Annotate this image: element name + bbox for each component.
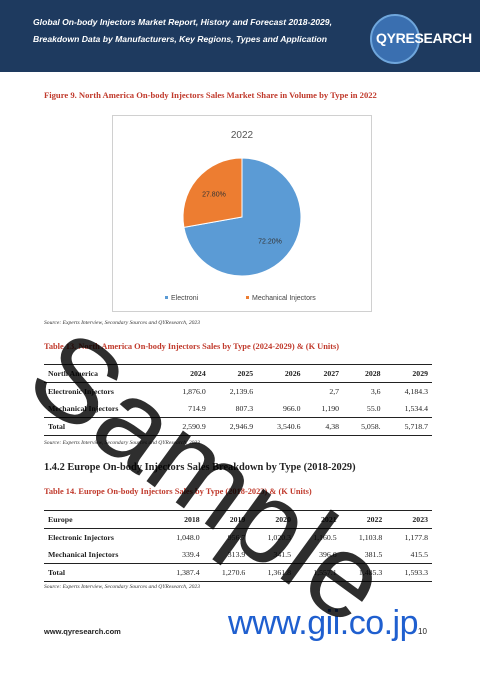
table-cell: 313.9 [227, 550, 246, 559]
table-cell: Total [48, 568, 66, 577]
table-cell: 956.7 [227, 533, 246, 542]
table-row: Electronic Injectors 1,876.0 2,139.6 2,7… [44, 383, 432, 401]
legend-label: Mechanical Injectors [252, 295, 316, 302]
table-header-cell: 2024 [190, 369, 206, 378]
table-cell: Mechanical Injectors [48, 550, 119, 559]
table-header-cell: 2018 [184, 515, 200, 524]
pie-chart: 2022 72.20% 27.80% Electroni Mechanical In… [112, 115, 372, 312]
table-cell: 1,387.4 [176, 568, 200, 577]
table-row: Mechanical Injectors 714.9 807.3 966.0 1… [44, 400, 432, 418]
logo-text: QYRESEARCH [376, 30, 472, 46]
table-cell: 396.6 [319, 550, 337, 559]
qyresearch-logo: QYRESEARCH [368, 12, 472, 66]
table14-caption: Table 14. Europe On-body Injectors Sales… [44, 487, 312, 496]
table-cell: Electronic Injectors [48, 387, 114, 396]
pie-data-label: 27.80% [202, 192, 226, 199]
table-cell: 1,557.1 [313, 568, 337, 577]
table-cell: 1,876.0 [182, 387, 206, 396]
chart-title: 2022 [231, 130, 254, 141]
legend-swatch [246, 296, 249, 299]
logo-globe-icon [370, 14, 420, 64]
table-cell: 1,593.3 [404, 568, 428, 577]
table-cell: 3,6 [370, 387, 381, 396]
table-cell: Mechanical Injectors [48, 404, 119, 413]
table13-source: Source: Experts Interview, Secondary Sou… [44, 440, 201, 446]
table-cell: 3,540.6 [277, 422, 301, 431]
table14-source: Source: Experts Interview, Secondary Sou… [44, 584, 201, 590]
table-row: Electronic Injectors 1,048.0 956.7 1,020… [44, 529, 432, 547]
table-cell: 1,103.8 [358, 533, 383, 542]
report-header: Global On-body Injectors Market Report, … [0, 0, 480, 72]
footer-url: www.qyresearch.com [44, 627, 121, 636]
table-header-cell: 2028 [364, 369, 381, 378]
table-header-cell: Europe [48, 515, 73, 524]
table-cell: 381.5 [364, 550, 383, 559]
table-header-cell: 2025 [237, 369, 254, 378]
table-header-row: North America 2024 2025 2026 2027 2028 2… [44, 364, 432, 383]
table-cell: 415.5 [410, 550, 428, 559]
table-cell: 339.4 [182, 550, 200, 559]
table-cell [257, 383, 304, 401]
table-header-row: Europe 2018 2019 2020 2021 2022 2023 [44, 510, 432, 529]
table-cell: 1,270.6 [221, 568, 246, 577]
table-cell: 1,190 [321, 404, 340, 413]
table-header-cell: 2026 [284, 369, 301, 378]
table-cell: 1,361.8 [267, 568, 291, 577]
table-cell: Total [48, 422, 66, 431]
table-cell: 966.0 [282, 404, 301, 413]
table-total-row: Total 2,590.9 2,946.9 3,540.6 4,38 5,058… [44, 417, 432, 436]
table-cell: 807.3 [235, 404, 254, 413]
report-title: Global On-body Injectors Market Report, … [33, 17, 332, 44]
table-cell: 1,160.5 [313, 533, 337, 542]
figure-source: Source: Experts Interview, Secondary Sou… [44, 320, 201, 326]
table-header-cell: 2027 [323, 369, 340, 378]
table-cell: 1,485.3 [358, 568, 383, 577]
legend-label: Electroni [171, 295, 199, 302]
table-cell: 2,7 [329, 387, 340, 396]
table-cell: 5,718.7 [404, 422, 428, 431]
table-cell: 5,058. [361, 422, 381, 431]
sample-watermark: Sample [6, 304, 413, 651]
table-cell: 1,020.3 [267, 533, 291, 542]
table-cell: 1,177.8 [404, 533, 428, 542]
table13: North America 2024 2025 2026 2027 2028 2… [44, 364, 432, 436]
table-cell: 714.9 [188, 404, 206, 413]
table-header-cell: 2023 [412, 515, 428, 524]
figure-caption: Figure 9. North America On-body Injector… [44, 90, 377, 100]
table-cell: 2,590.9 [182, 422, 206, 431]
pie-chart-svg: 2022 72.20% 27.80% Electroni Mechanical In… [165, 130, 316, 302]
table-header-cell: North America [48, 369, 99, 378]
table-cell: 1,048.0 [176, 533, 200, 542]
table-header-cell: 2022 [366, 515, 383, 524]
table-row: Mechanical Injectors 339.4 313.9 341.5 3… [44, 546, 432, 564]
table13-caption: Table 13. North America On-body Injector… [44, 342, 340, 351]
table-cell: 2,139.6 [229, 387, 254, 396]
pie-slice-mechanical-injectors [182, 157, 243, 228]
section-heading: 1.4.2 Europe On-body Injectors Sales Bre… [44, 462, 356, 473]
table-total-row: Total 1,387.4 1,270.6 1,361.8 1,557.1 1,… [44, 563, 432, 582]
gii-watermark: www.gii.co.jp [228, 604, 419, 642]
table-header-cell: 2020 [275, 515, 291, 524]
table14: Europe 2018 2019 2020 2021 2022 2023 Ele… [44, 510, 432, 582]
legend-swatch [165, 296, 168, 299]
table-cell: 4,38 [325, 422, 340, 431]
table-cell: Electronic Injectors [48, 533, 114, 542]
table-cell: 55.0 [366, 404, 381, 413]
table-header-cell: 2029 [412, 369, 428, 378]
table-cell: 2,946.9 [229, 422, 254, 431]
table-header-cell: 2021 [321, 515, 337, 524]
table-cell: 4,184.3 [404, 387, 428, 396]
pie-data-label: 72.20% [258, 238, 282, 245]
table-cell: 1,534.4 [404, 404, 428, 413]
table-header-cell: 2019 [229, 515, 246, 524]
page-number: 10 [418, 627, 427, 636]
table-cell: 341.5 [273, 550, 291, 559]
